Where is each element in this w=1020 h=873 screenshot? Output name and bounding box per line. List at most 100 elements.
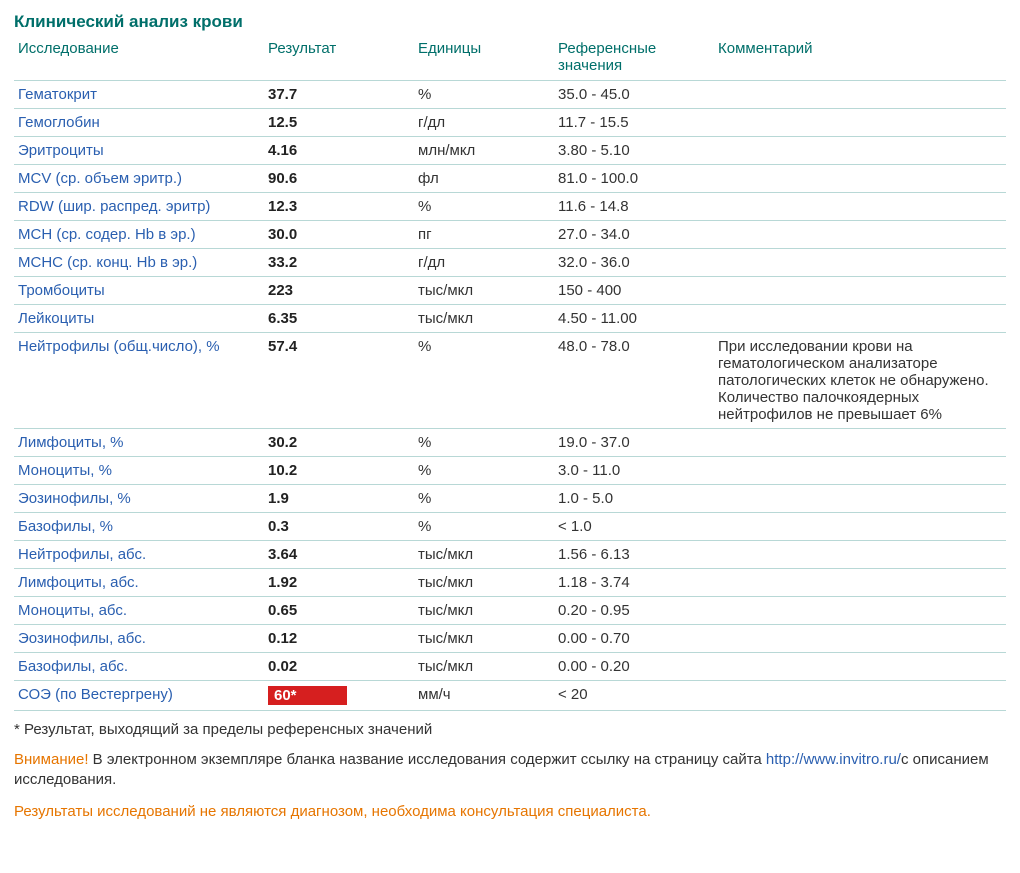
cell-reference: < 20 xyxy=(554,681,714,711)
cell-result: 3.64 xyxy=(264,541,414,569)
cell-reference: 3.0 - 11.0 xyxy=(554,457,714,485)
cell-reference: 19.0 - 37.0 xyxy=(554,429,714,457)
cell-test[interactable]: Лимфоциты, абс. xyxy=(14,569,264,597)
cell-test[interactable]: Гематокрит xyxy=(14,81,264,109)
cell-units: мм/ч xyxy=(414,681,554,711)
cell-result: 0.65 xyxy=(264,597,414,625)
table-row: Нейтрофилы, абс.3.64тыс/мкл1.56 - 6.13 xyxy=(14,541,1006,569)
cell-test[interactable]: MCV (ср. объем эритр.) xyxy=(14,165,264,193)
cell-units: млн/мкл xyxy=(414,137,554,165)
table-row: Гемоглобин12.5г/дл11.7 - 15.5 xyxy=(14,109,1006,137)
cell-comment: При исследовании крови на гематологическ… xyxy=(714,333,1006,429)
cell-test[interactable]: Нейтрофилы, абс. xyxy=(14,541,264,569)
cell-test[interactable]: Гемоглобин xyxy=(14,109,264,137)
cell-test[interactable]: Эозинофилы, % xyxy=(14,485,264,513)
cell-units: фл xyxy=(414,165,554,193)
table-row: Моноциты, %10.2%3.0 - 11.0 xyxy=(14,457,1006,485)
cell-units: пг xyxy=(414,221,554,249)
table-row: Эозинофилы, абс.0.12тыс/мкл0.00 - 0.70 xyxy=(14,625,1006,653)
col-result: Результат xyxy=(264,34,414,81)
table-row: Эозинофилы, %1.9%1.0 - 5.0 xyxy=(14,485,1006,513)
section-title: Клинический анализ крови xyxy=(14,12,1006,32)
cell-test[interactable]: Эозинофилы, абс. xyxy=(14,625,264,653)
cell-reference: 0.00 - 0.70 xyxy=(554,625,714,653)
cell-test[interactable]: Моноциты, абс. xyxy=(14,597,264,625)
cell-result: 1.9 xyxy=(264,485,414,513)
cell-test[interactable]: Лимфоциты, % xyxy=(14,429,264,457)
cell-reference: 11.7 - 15.5 xyxy=(554,109,714,137)
cell-comment xyxy=(714,221,1006,249)
out-of-range-badge: 60* xyxy=(268,686,347,705)
cell-comment xyxy=(714,541,1006,569)
cell-comment xyxy=(714,305,1006,333)
cell-result: 57.4 xyxy=(264,333,414,429)
cell-result: 0.12 xyxy=(264,625,414,653)
table-row: MCHC (ср. конц. Hb в эр.)33.2г/дл32.0 - … xyxy=(14,249,1006,277)
cell-result: 223 xyxy=(264,277,414,305)
cell-comment xyxy=(714,249,1006,277)
cell-result: 1.92 xyxy=(264,569,414,597)
table-row: Базофилы, %0.3%< 1.0 xyxy=(14,513,1006,541)
table-row: Гематокрит37.7%35.0 - 45.0 xyxy=(14,81,1006,109)
cell-reference: 0.20 - 0.95 xyxy=(554,597,714,625)
cell-units: % xyxy=(414,333,554,429)
cell-result: 4.16 xyxy=(264,137,414,165)
cell-comment xyxy=(714,109,1006,137)
cell-reference: 150 - 400 xyxy=(554,277,714,305)
disclaimer: Результаты исследований не являются диаг… xyxy=(14,803,1006,820)
cell-comment xyxy=(714,597,1006,625)
table-row: Эритроциты4.16млн/мкл3.80 - 5.10 xyxy=(14,137,1006,165)
cell-test[interactable]: MCH (ср. содер. Hb в эр.) xyxy=(14,221,264,249)
table-row: Тромбоциты223тыс/мкл150 - 400 xyxy=(14,277,1006,305)
table-row: MCH (ср. содер. Hb в эр.)30.0пг27.0 - 34… xyxy=(14,221,1006,249)
col-comment: Комментарий xyxy=(714,34,1006,81)
cell-units: тыс/мкл xyxy=(414,625,554,653)
col-reference: Референсные значения xyxy=(554,34,714,81)
cell-result: 6.35 xyxy=(264,305,414,333)
cell-reference: 4.50 - 11.00 xyxy=(554,305,714,333)
cell-units: % xyxy=(414,193,554,221)
table-row: Лимфоциты, абс.1.92тыс/мкл1.18 - 3.74 xyxy=(14,569,1006,597)
cell-reference: 27.0 - 34.0 xyxy=(554,221,714,249)
cell-test[interactable]: СОЭ (по Вестергрену) xyxy=(14,681,264,711)
cell-comment xyxy=(714,165,1006,193)
cell-test[interactable]: Нейтрофилы (общ.число), % xyxy=(14,333,264,429)
cell-test[interactable]: MCHC (ср. конц. Hb в эр.) xyxy=(14,249,264,277)
cell-units: г/дл xyxy=(414,109,554,137)
cell-comment xyxy=(714,625,1006,653)
cell-units: % xyxy=(414,485,554,513)
cell-test[interactable]: Лейкоциты xyxy=(14,305,264,333)
notice-text-1: В электронном экземпляре бланка название… xyxy=(89,751,766,768)
cell-reference: 11.6 - 14.8 xyxy=(554,193,714,221)
table-row: СОЭ (по Вестергрену)60* мм/ч< 20 xyxy=(14,681,1006,711)
cell-units: тыс/мкл xyxy=(414,653,554,681)
cell-test[interactable]: RDW (шир. распред. эритр) xyxy=(14,193,264,221)
notice-warn: Внимание! xyxy=(14,751,89,768)
cell-test[interactable]: Эритроциты xyxy=(14,137,264,165)
notice-link[interactable]: http://www.invitro.ru/ xyxy=(766,751,901,768)
cell-test[interactable]: Моноциты, % xyxy=(14,457,264,485)
table-row: Базофилы, абс.0.02тыс/мкл0.00 - 0.20 xyxy=(14,653,1006,681)
cell-units: % xyxy=(414,457,554,485)
cell-reference: 1.0 - 5.0 xyxy=(554,485,714,513)
cell-comment xyxy=(714,457,1006,485)
cell-test[interactable]: Базофилы, % xyxy=(14,513,264,541)
cell-comment xyxy=(714,277,1006,305)
table-row: Нейтрофилы (общ.число), %57.4%48.0 - 78.… xyxy=(14,333,1006,429)
table-header-row: Исследование Результат Единицы Референсн… xyxy=(14,34,1006,81)
table-row: Моноциты, абс.0.65тыс/мкл0.20 - 0.95 xyxy=(14,597,1006,625)
cell-comment xyxy=(714,81,1006,109)
cell-units: тыс/мкл xyxy=(414,277,554,305)
cell-comment xyxy=(714,429,1006,457)
cell-reference: 32.0 - 36.0 xyxy=(554,249,714,277)
cell-test[interactable]: Базофилы, абс. xyxy=(14,653,264,681)
cell-units: тыс/мкл xyxy=(414,541,554,569)
cell-units: г/дл xyxy=(414,249,554,277)
cell-result: 12.3 xyxy=(264,193,414,221)
cell-units: % xyxy=(414,513,554,541)
cell-test[interactable]: Тромбоциты xyxy=(14,277,264,305)
cell-units: тыс/мкл xyxy=(414,569,554,597)
cell-reference: 35.0 - 45.0 xyxy=(554,81,714,109)
cell-result: 0.3 xyxy=(264,513,414,541)
cell-result: 30.2 xyxy=(264,429,414,457)
